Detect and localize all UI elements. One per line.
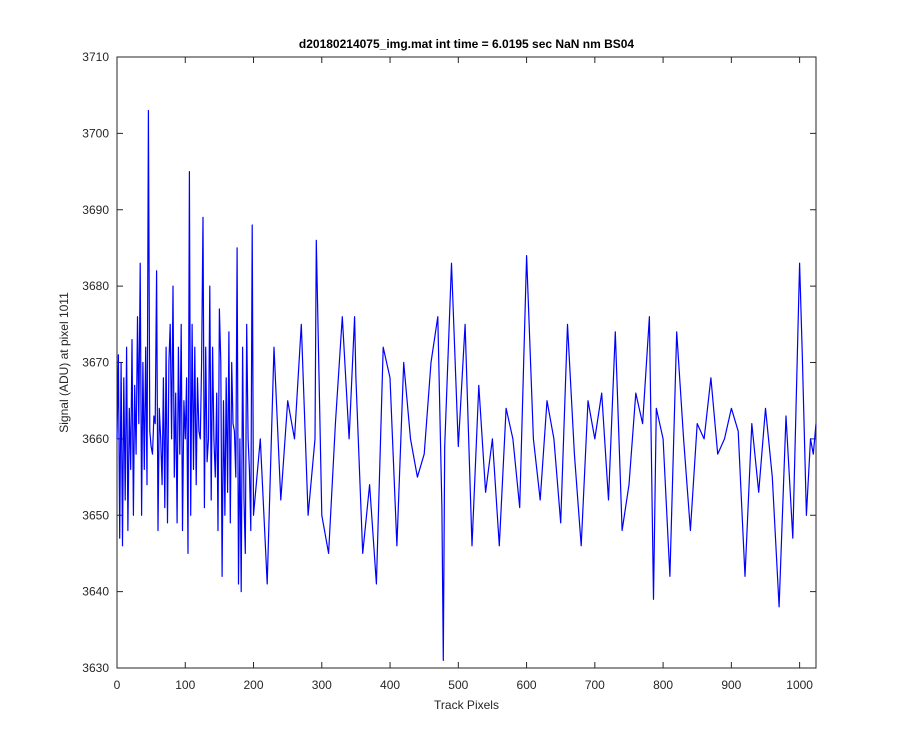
chart-title: d20180214075_img.mat int time = 6.0195 s… [299,37,635,51]
x-axis-label: Track Pixels [434,698,499,712]
x-tick-label: 300 [312,678,332,692]
x-tick-label: 900 [721,678,741,692]
x-tick-label: 0 [114,678,121,692]
y-tick-label: 3680 [82,279,109,293]
x-tick-label: 1000 [786,678,813,692]
x-tick-label: 200 [244,678,264,692]
y-tick-label: 3650 [82,508,109,522]
x-tick-label: 100 [175,678,195,692]
y-tick-label: 3700 [82,126,109,140]
x-tick-label: 600 [517,678,537,692]
y-axis: 3630 3640 3650 3660 3670 3680 3690 3700 3710 [82,50,816,675]
y-tick-label: 3630 [82,661,109,675]
y-tick-label: 3690 [82,203,109,217]
series-group [116,109,817,662]
x-tick-label: 400 [380,678,400,692]
y-tick-label: 3670 [82,356,109,370]
y-tick-label: 3660 [82,432,109,446]
x-tick-label: 800 [653,678,673,692]
y-tick-label: 3710 [82,50,109,64]
x-axis: 0 100 200 300 400 500 600 700 800 900 1000 [114,57,813,692]
y-tick-label: 3640 [82,585,109,599]
x-tick-label: 700 [585,678,605,692]
x-tick-label: 500 [448,678,468,692]
series-line-0 [116,109,817,662]
y-axis-label: Signal (ADU) at pixel 1011 [57,292,71,433]
